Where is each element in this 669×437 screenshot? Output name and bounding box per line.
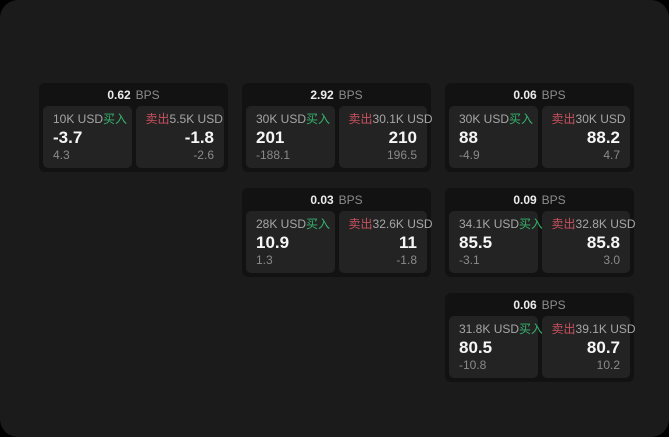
buy-sub-value: -4.9 [459,148,480,162]
buy-price: 80.5 [459,337,493,357]
bps-unit-label: BPS [541,192,566,207]
sell-sub-value: -2.6 [193,148,214,162]
buy-side-label: 买入 [306,217,331,231]
bps-header: 0.06 BPS [445,293,634,316]
sell-sub-value: 4.7 [603,148,620,162]
bps-value: 0.06 [513,297,537,312]
buy-price: -3.7 [53,127,83,147]
buy-panel[interactable]: 10K USD 买入 -3.7 4.3 [43,106,132,168]
buy-size: 30K USD [256,112,307,126]
bps-unit-label: BPS [541,297,566,312]
quote-card-body: 31.8K USD 买入 80.5 -10.8 卖出 39.1K USD 80.… [445,316,636,382]
sell-size: 32.8K USD [575,217,636,231]
sell-size: 32.6K USD [372,217,433,231]
buy-size: 30K USD [459,112,510,126]
buy-size: 31.8K USD [459,322,520,336]
bps-header: 0.06 BPS [445,83,634,106]
sell-sub-value: 10.2 [596,358,620,372]
bps-header: 0.62 BPS [39,83,228,106]
buy-sub-value: -188.1 [256,148,291,162]
bps-unit-label: BPS [135,87,160,102]
sell-size: 30K USD [575,112,626,126]
quote-card-body: 10K USD 买入 -3.7 4.3 卖出 5.5K USD -1.8 -2.… [39,106,228,172]
buy-sub-value: -3.1 [459,253,480,267]
sell-side-label: 卖出 [551,112,576,126]
buy-panel[interactable]: 30K USD 买入 201 -188.1 [246,106,335,168]
buy-size: 34.1K USD [459,217,520,231]
sell-side-label: 卖出 [551,217,576,231]
buy-price: 201 [256,127,285,147]
quote-card-1: 0.62 BPS 10K USD 买入 -3.7 4.3 卖出 5.5K USD [39,83,228,172]
sell-panel[interactable]: 卖出 30K USD 88.2 4.7 [541,106,630,168]
sell-size: 30.1K USD [372,112,433,126]
quote-card-body: 30K USD 买入 201 -188.1 卖出 30.1K USD 210 1… [242,106,433,172]
sell-panel[interactable]: 卖出 32.8K USD 85.8 3.0 [541,211,636,273]
quote-card-2: 2.92 BPS 30K USD 买入 201 -188.1 卖出 30.1K … [242,83,433,172]
sell-panel[interactable]: 卖出 39.1K USD 80.7 10.2 [541,316,636,378]
buy-panel[interactable]: 31.8K USD 买入 80.5 -10.8 [449,316,543,378]
buy-size: 28K USD [256,217,307,231]
sell-price: 88.2 [586,127,620,147]
bps-header: 2.92 BPS [242,83,431,106]
buy-side-label: 买入 [519,217,544,231]
bps-header: 0.09 BPS [445,188,634,211]
sell-side-label: 卖出 [145,112,170,126]
quote-card-body: 34.1K USD 买入 85.5 -3.1 卖出 32.8K USD 85.8… [445,211,636,277]
bps-value: 0.09 [513,192,537,207]
sell-panel[interactable]: 卖出 5.5K USD -1.8 -2.6 [135,106,224,168]
buy-price: 85.5 [459,232,493,252]
quote-card-3: 0.06 BPS 30K USD 买入 88 -4.9 卖出 30K USD [445,83,634,172]
quote-card-5: 0.09 BPS 34.1K USD 买入 85.5 -3.1 卖出 32.8K… [445,188,636,277]
quote-card-body: 30K USD 买入 88 -4.9 卖出 30K USD 88.2 4.7 [445,106,634,172]
sell-sub-value: 3.0 [603,253,620,267]
buy-price: 88 [459,127,478,147]
quote-card-6: 0.06 BPS 31.8K USD 买入 80.5 -10.8 卖出 39.1… [445,293,636,382]
buy-side-label: 买入 [519,322,544,336]
sell-price: 210 [388,127,417,147]
quote-card-body: 28K USD 买入 10.9 1.3 卖出 32.6K USD 11 -1.8 [242,211,433,277]
buy-side-label: 买入 [509,112,534,126]
sell-side-label: 卖出 [348,112,373,126]
sell-panel[interactable]: 卖出 32.6K USD 11 -1.8 [338,211,433,273]
quote-card-4: 0.03 BPS 28K USD 买入 10.9 1.3 卖出 32.6K US… [242,188,433,277]
sell-price: 80.7 [586,337,620,357]
sell-sub-value: -1.8 [396,253,417,267]
buy-sub-value: 4.3 [53,148,70,162]
sell-side-label: 卖出 [551,322,576,336]
sell-price: 11 [399,232,417,252]
buy-sub-value: 1.3 [256,253,273,267]
buy-panel[interactable]: 28K USD 买入 10.9 1.3 [246,211,335,273]
sell-sub-value: 196.5 [386,148,417,162]
buy-sub-value: -10.8 [459,358,487,372]
sell-panel[interactable]: 卖出 30.1K USD 210 196.5 [338,106,433,168]
buy-size: 10K USD [53,112,104,126]
sell-size: 39.1K USD [575,322,636,336]
bps-value: 0.06 [513,87,537,102]
buy-side-label: 买入 [306,112,331,126]
bps-unit-label: BPS [338,192,363,207]
sell-price: 85.8 [586,232,620,252]
quote-card-grid: 0.62 BPS 10K USD 买入 -3.7 4.3 卖出 5.5K USD [39,83,636,382]
bps-unit-label: BPS [338,87,363,102]
bps-unit-label: BPS [541,87,566,102]
bps-value: 0.62 [107,87,131,102]
bps-header: 0.03 BPS [242,188,431,211]
sell-size: 5.5K USD [169,112,223,126]
buy-price: 10.9 [256,232,290,252]
bps-value: 2.92 [310,87,334,102]
sell-price: -1.8 [184,127,214,147]
buy-side-label: 买入 [103,112,128,126]
buy-panel[interactable]: 30K USD 买入 88 -4.9 [449,106,538,168]
sell-side-label: 卖出 [348,217,373,231]
bps-value: 0.03 [310,192,334,207]
buy-panel[interactable]: 34.1K USD 买入 85.5 -3.1 [449,211,543,273]
